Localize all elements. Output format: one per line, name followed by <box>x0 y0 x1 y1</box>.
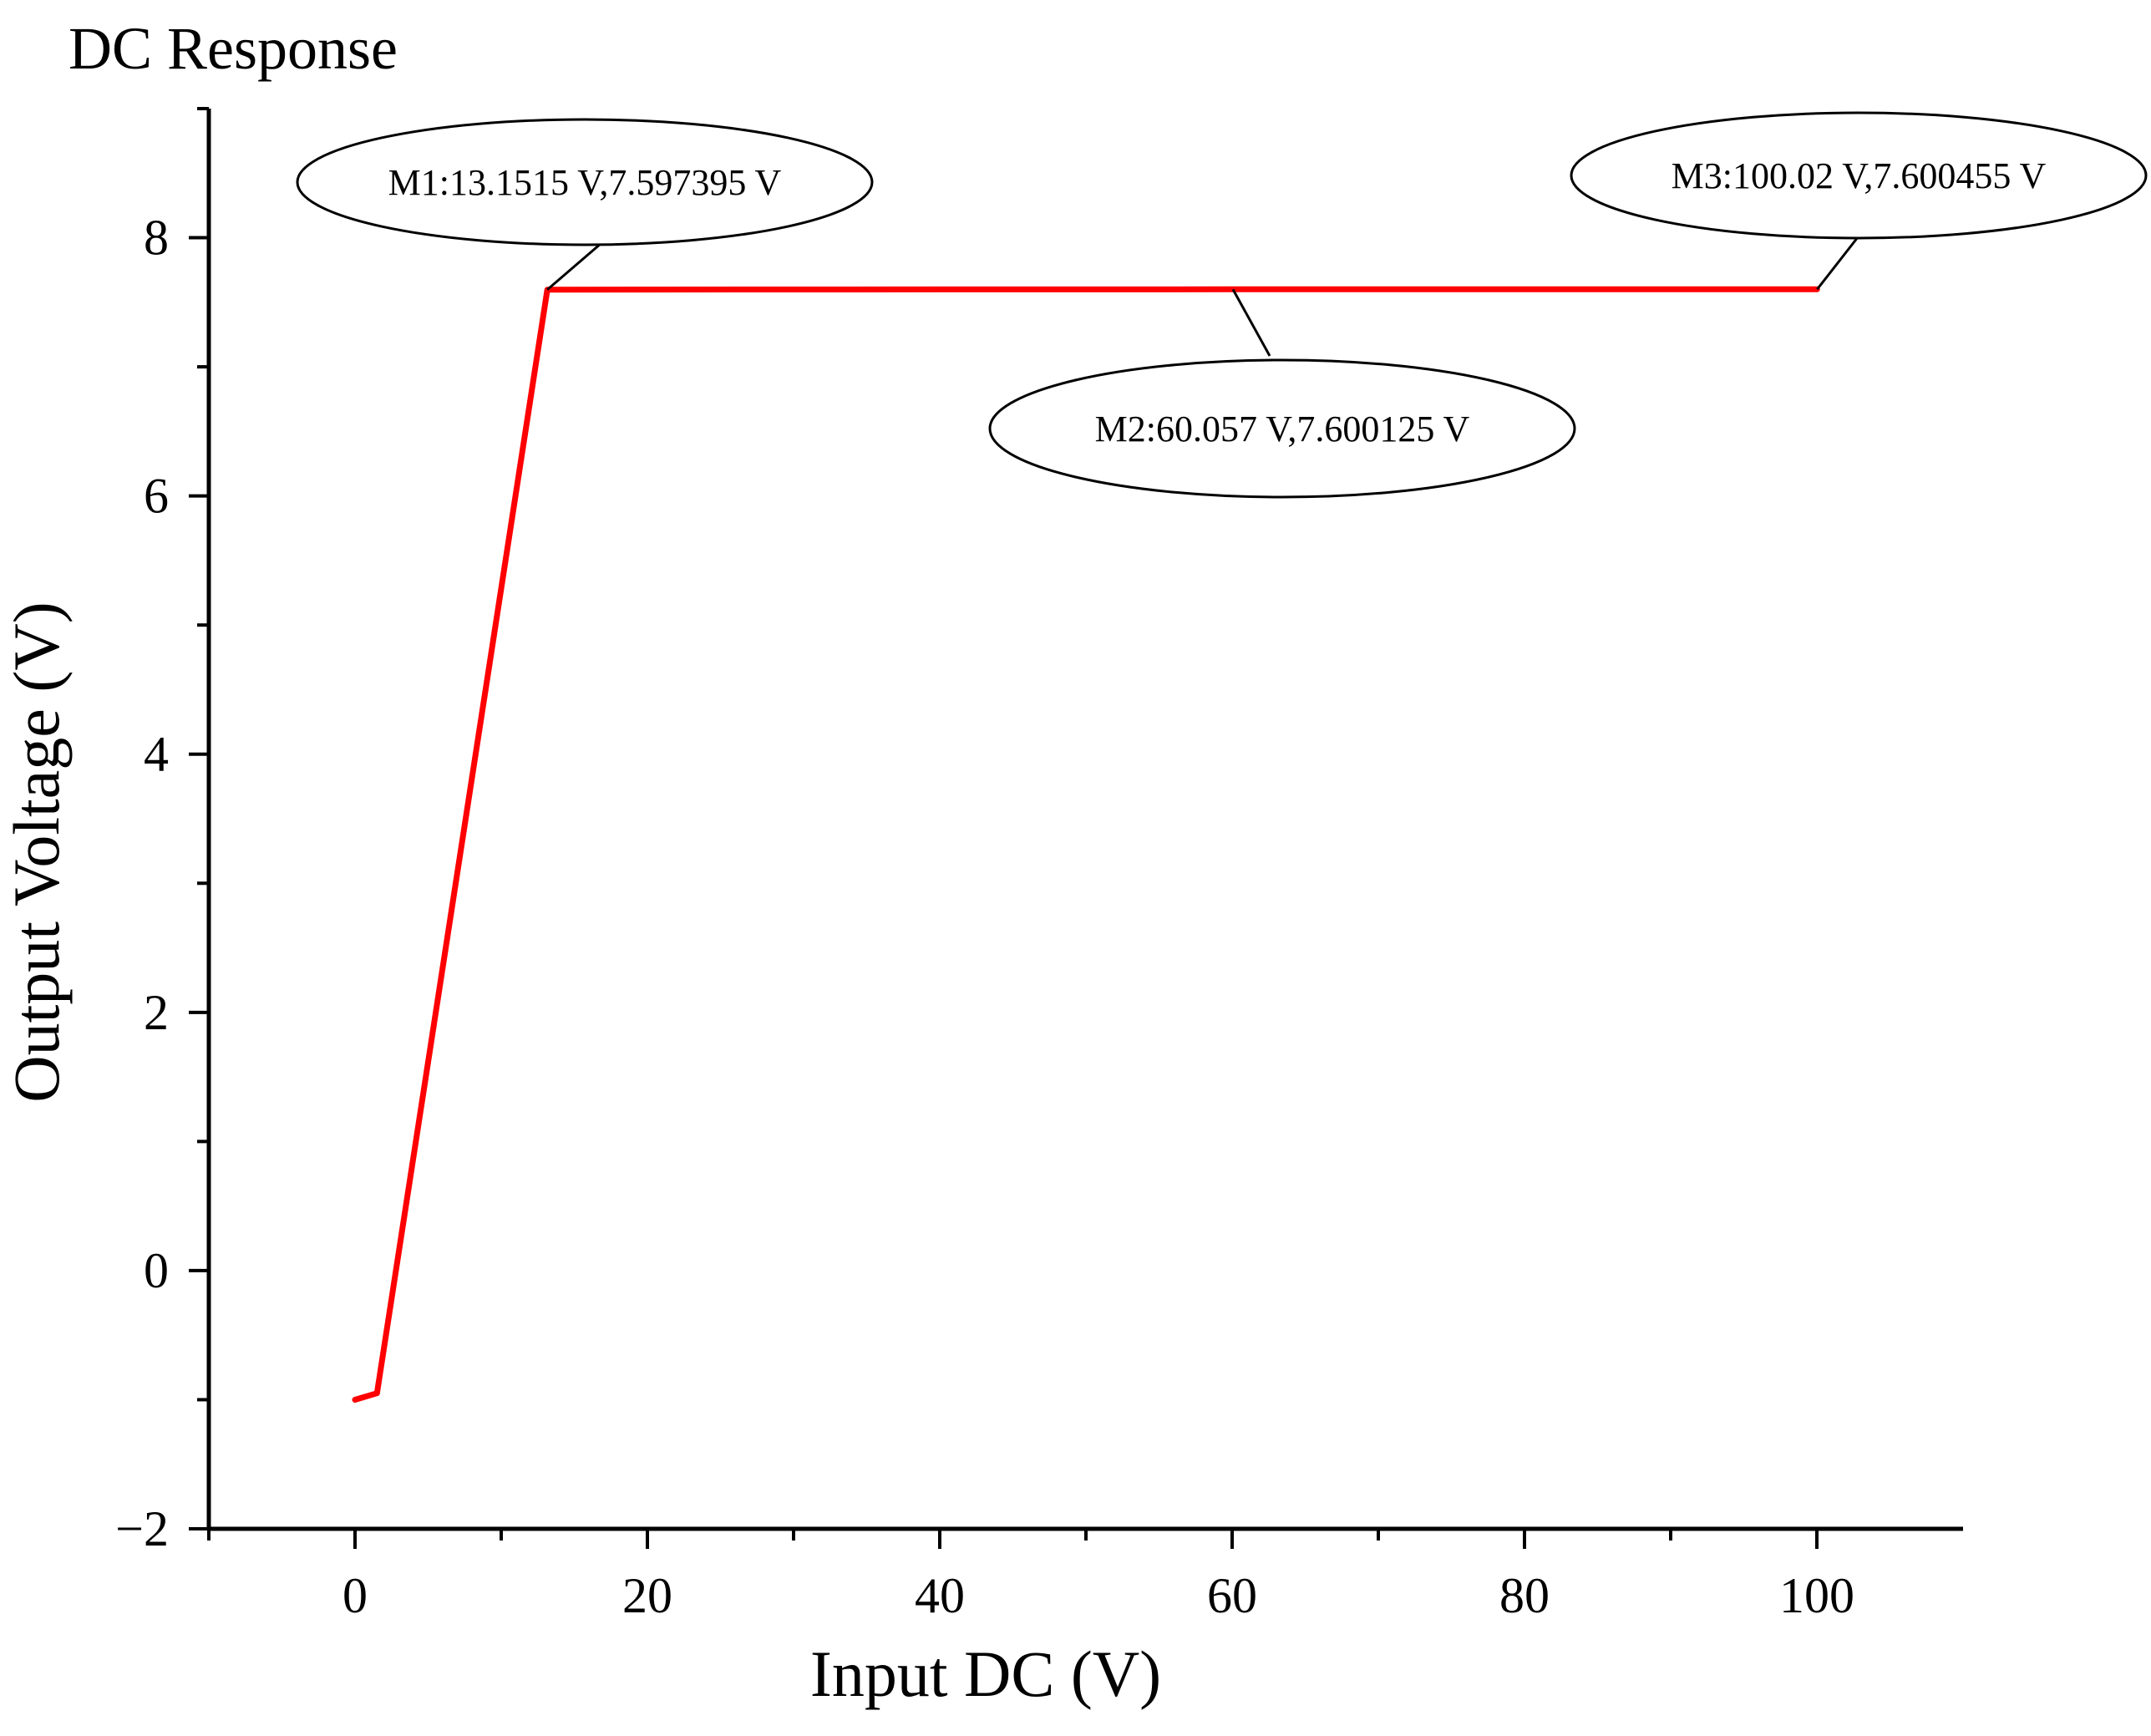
marker-label: M1:13.1515 V,7.597395 V <box>388 162 782 203</box>
y-ticks: −2 0 2 4 6 8 <box>115 107 209 1556</box>
marker-callout-m2: M2:60.057 V,7.600125 V <box>988 288 1576 499</box>
x-tick-label: 60 <box>1207 1568 1257 1623</box>
marker-bubble <box>988 358 1576 499</box>
x-tick-label: 80 <box>1499 1568 1550 1623</box>
y-tick-label: 4 <box>144 727 169 782</box>
x-tick-label: 40 <box>915 1568 965 1623</box>
x-axis-label: Input DC (V) <box>810 1637 1161 1710</box>
x-tick-label: 20 <box>622 1568 672 1623</box>
x-ticks: 0 20 40 60 80 100 <box>207 1529 1854 1623</box>
marker-bubble <box>1570 111 2148 240</box>
axes <box>206 109 1963 1531</box>
marker-label: M3:100.02 V,7.600455 V <box>1672 155 2047 196</box>
marker-layer: M1:13.1515 V,7.597395 V M2:60.057 V,7.600… <box>296 111 2148 499</box>
y-tick-label: 0 <box>144 1243 169 1298</box>
series-line <box>352 286 1820 1403</box>
y-tick-label: −2 <box>115 1501 169 1556</box>
x-tick-label: 0 <box>342 1568 368 1623</box>
marker-leader-line <box>546 241 602 291</box>
y-tick-label: 6 <box>144 469 169 524</box>
marker-callout-m3: M3:100.02 V,7.600455 V <box>1570 111 2148 291</box>
chart-title: DC Response <box>68 15 398 82</box>
x-tick-label: 100 <box>1779 1568 1854 1623</box>
marker-leader-line <box>1231 288 1271 357</box>
series-layer <box>352 286 1820 1403</box>
marker-label: M2:60.057 V,7.600125 V <box>1095 409 1470 449</box>
y-axis-label: Output Voltage (V) <box>0 602 73 1102</box>
y-tick-label: 8 <box>144 211 169 266</box>
y-tick-label: 2 <box>144 985 169 1040</box>
marker-callout-m1: M1:13.1515 V,7.597395 V <box>296 118 874 291</box>
marker-leader-line <box>1816 236 1859 291</box>
marker-bubble <box>296 118 874 246</box>
